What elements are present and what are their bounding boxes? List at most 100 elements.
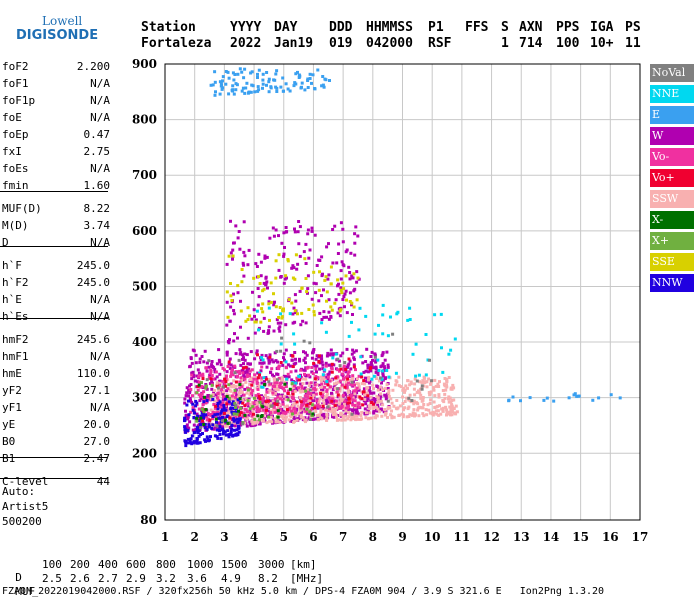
data-point	[211, 423, 215, 427]
data-point	[228, 319, 232, 323]
data-point	[284, 323, 288, 327]
data-point	[200, 407, 204, 411]
data-point	[281, 76, 285, 80]
data-point	[351, 403, 355, 407]
data-point	[325, 245, 329, 249]
data-point	[302, 390, 306, 393]
data-point	[380, 414, 384, 418]
param-value: 245.6	[76, 333, 110, 346]
data-point	[264, 276, 268, 280]
data-point	[406, 318, 410, 322]
data-point	[343, 385, 347, 389]
data-point	[291, 321, 295, 325]
data-point	[300, 81, 304, 85]
data-point	[308, 77, 312, 80]
data-point	[232, 241, 235, 245]
data-point	[329, 282, 333, 286]
data-point	[250, 414, 254, 418]
data-point	[424, 373, 428, 377]
data-point	[207, 423, 211, 427]
data-point	[239, 406, 243, 410]
data-point	[229, 363, 233, 367]
data-point	[209, 408, 213, 412]
data-point	[278, 395, 282, 399]
data-point	[304, 262, 308, 265]
data-point	[310, 366, 314, 369]
data-point	[236, 380, 240, 384]
footer-d-value: 200	[70, 558, 90, 571]
data-point	[410, 413, 414, 417]
data-point	[426, 403, 430, 407]
data-point	[213, 411, 217, 415]
data-point	[279, 312, 283, 316]
param-value: 0.47	[83, 128, 111, 141]
header-ps-label: PS	[625, 20, 641, 35]
data-point	[353, 399, 357, 403]
data-point	[448, 396, 452, 400]
data-point	[258, 373, 261, 377]
data-point	[308, 412, 312, 416]
data-point	[222, 410, 226, 414]
data-point	[193, 411, 197, 415]
data-point	[199, 421, 203, 425]
data-point	[192, 416, 196, 419]
data-point	[301, 377, 305, 381]
data-point	[372, 409, 376, 413]
data-point	[345, 365, 349, 369]
x-tick-label: 2	[191, 530, 199, 544]
data-point	[191, 394, 194, 398]
data-point	[351, 348, 355, 352]
data-point	[211, 83, 215, 87]
data-point	[275, 386, 278, 390]
auto-label: Auto:	[2, 485, 36, 498]
data-point	[276, 399, 279, 403]
data-point	[263, 393, 267, 397]
data-point	[262, 408, 266, 412]
data-point	[359, 414, 363, 417]
data-point	[263, 380, 266, 384]
data-point	[241, 357, 244, 361]
data-point	[231, 257, 234, 261]
data-point	[184, 409, 187, 413]
data-point	[209, 435, 212, 439]
data-point	[207, 376, 211, 380]
data-point	[334, 352, 338, 356]
data-point	[278, 414, 282, 418]
data-point	[191, 428, 195, 432]
data-point	[200, 381, 203, 385]
data-point	[215, 384, 219, 388]
legend-item-e: E	[650, 106, 694, 124]
data-point	[225, 353, 229, 357]
data-point	[248, 409, 252, 413]
data-point	[197, 429, 201, 433]
data-point	[300, 286, 304, 290]
data-point	[315, 413, 319, 417]
param-row: yF1 N/A	[2, 399, 110, 416]
data-point	[284, 365, 288, 369]
data-point	[216, 386, 220, 390]
data-point	[329, 352, 333, 356]
data-point	[241, 383, 245, 387]
data-point	[205, 427, 209, 431]
data-point	[228, 416, 232, 420]
data-point	[374, 405, 378, 409]
data-point	[219, 84, 223, 88]
data-point	[363, 376, 367, 380]
data-point	[242, 373, 246, 377]
data-point	[422, 414, 426, 418]
data-point	[273, 417, 277, 421]
data-point	[242, 250, 246, 254]
data-point	[253, 357, 257, 361]
param-row: foE N/A	[2, 109, 110, 126]
data-point	[366, 409, 370, 413]
footer-d-value: 100	[42, 558, 62, 571]
param-value: N/A	[90, 401, 110, 414]
data-point	[343, 305, 346, 309]
data-point	[261, 78, 265, 82]
data-point	[225, 389, 229, 393]
data-point	[282, 387, 286, 391]
footer-muf-value: 2.9	[126, 572, 146, 585]
data-point	[310, 226, 314, 230]
data-point	[407, 396, 411, 400]
data-point	[243, 254, 247, 258]
